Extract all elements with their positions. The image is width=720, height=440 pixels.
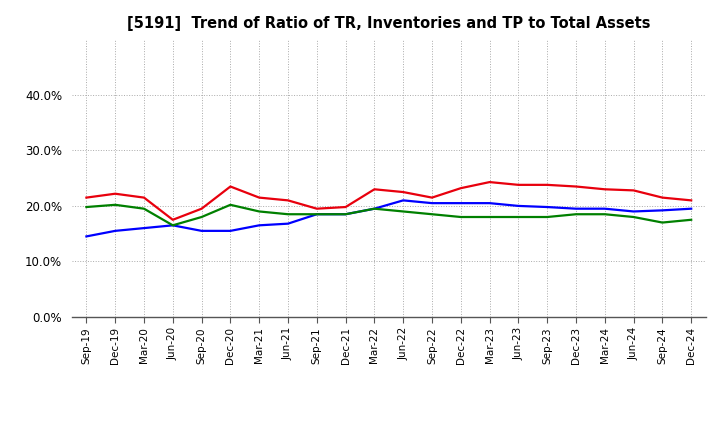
Trade Payables xyxy=(456,214,465,220)
Trade Receivables xyxy=(658,195,667,200)
Trade Receivables xyxy=(111,191,120,196)
Inventories xyxy=(168,223,177,228)
Trade Payables xyxy=(197,214,206,220)
Inventories xyxy=(485,201,494,206)
Trade Receivables xyxy=(140,195,148,200)
Trade Receivables xyxy=(197,206,206,211)
Trade Payables xyxy=(600,212,609,217)
Trade Payables xyxy=(514,214,523,220)
Trade Receivables xyxy=(284,198,292,203)
Trade Payables xyxy=(111,202,120,207)
Inventories xyxy=(399,198,408,203)
Trade Receivables xyxy=(168,217,177,222)
Trade Payables xyxy=(284,212,292,217)
Inventories xyxy=(197,228,206,234)
Trade Receivables xyxy=(341,205,350,210)
Trade Payables xyxy=(255,209,264,214)
Inventories xyxy=(140,225,148,231)
Inventories xyxy=(312,212,321,217)
Title: [5191]  Trend of Ratio of TR, Inventories and TP to Total Assets: [5191] Trend of Ratio of TR, Inventories… xyxy=(127,16,651,32)
Trade Payables xyxy=(428,212,436,217)
Trade Receivables xyxy=(456,186,465,191)
Trade Receivables xyxy=(82,195,91,200)
Trade Receivables xyxy=(572,184,580,189)
Inventories xyxy=(255,223,264,228)
Inventories xyxy=(428,201,436,206)
Trade Receivables xyxy=(600,187,609,192)
Trade Receivables xyxy=(255,195,264,200)
Inventories xyxy=(687,206,696,211)
Line: Trade Receivables: Trade Receivables xyxy=(86,182,691,220)
Trade Payables xyxy=(168,223,177,228)
Trade Receivables xyxy=(514,182,523,187)
Inventories xyxy=(111,228,120,234)
Trade Receivables xyxy=(370,187,379,192)
Trade Payables xyxy=(341,212,350,217)
Inventories xyxy=(341,212,350,217)
Trade Receivables xyxy=(312,206,321,211)
Inventories xyxy=(629,209,638,214)
Trade Payables xyxy=(572,212,580,217)
Trade Receivables xyxy=(428,195,436,200)
Trade Payables xyxy=(485,214,494,220)
Line: Trade Payables: Trade Payables xyxy=(86,205,691,225)
Inventories xyxy=(284,221,292,226)
Trade Payables xyxy=(687,217,696,222)
Trade Receivables xyxy=(687,198,696,203)
Trade Payables xyxy=(312,212,321,217)
Inventories xyxy=(226,228,235,234)
Inventories xyxy=(456,201,465,206)
Trade Payables xyxy=(370,206,379,211)
Trade Payables xyxy=(399,209,408,214)
Inventories xyxy=(514,203,523,209)
Trade Receivables xyxy=(543,182,552,187)
Inventories xyxy=(370,206,379,211)
Trade Payables xyxy=(226,202,235,207)
Line: Inventories: Inventories xyxy=(86,200,691,236)
Trade Receivables xyxy=(226,184,235,189)
Trade Receivables xyxy=(399,189,408,194)
Trade Payables xyxy=(543,214,552,220)
Trade Payables xyxy=(629,214,638,220)
Inventories xyxy=(543,205,552,210)
Trade Payables xyxy=(658,220,667,225)
Inventories xyxy=(572,206,580,211)
Trade Payables xyxy=(140,206,148,211)
Inventories xyxy=(600,206,609,211)
Trade Payables xyxy=(82,205,91,210)
Trade Receivables xyxy=(629,188,638,193)
Trade Receivables xyxy=(485,180,494,185)
Inventories xyxy=(658,208,667,213)
Inventories xyxy=(82,234,91,239)
